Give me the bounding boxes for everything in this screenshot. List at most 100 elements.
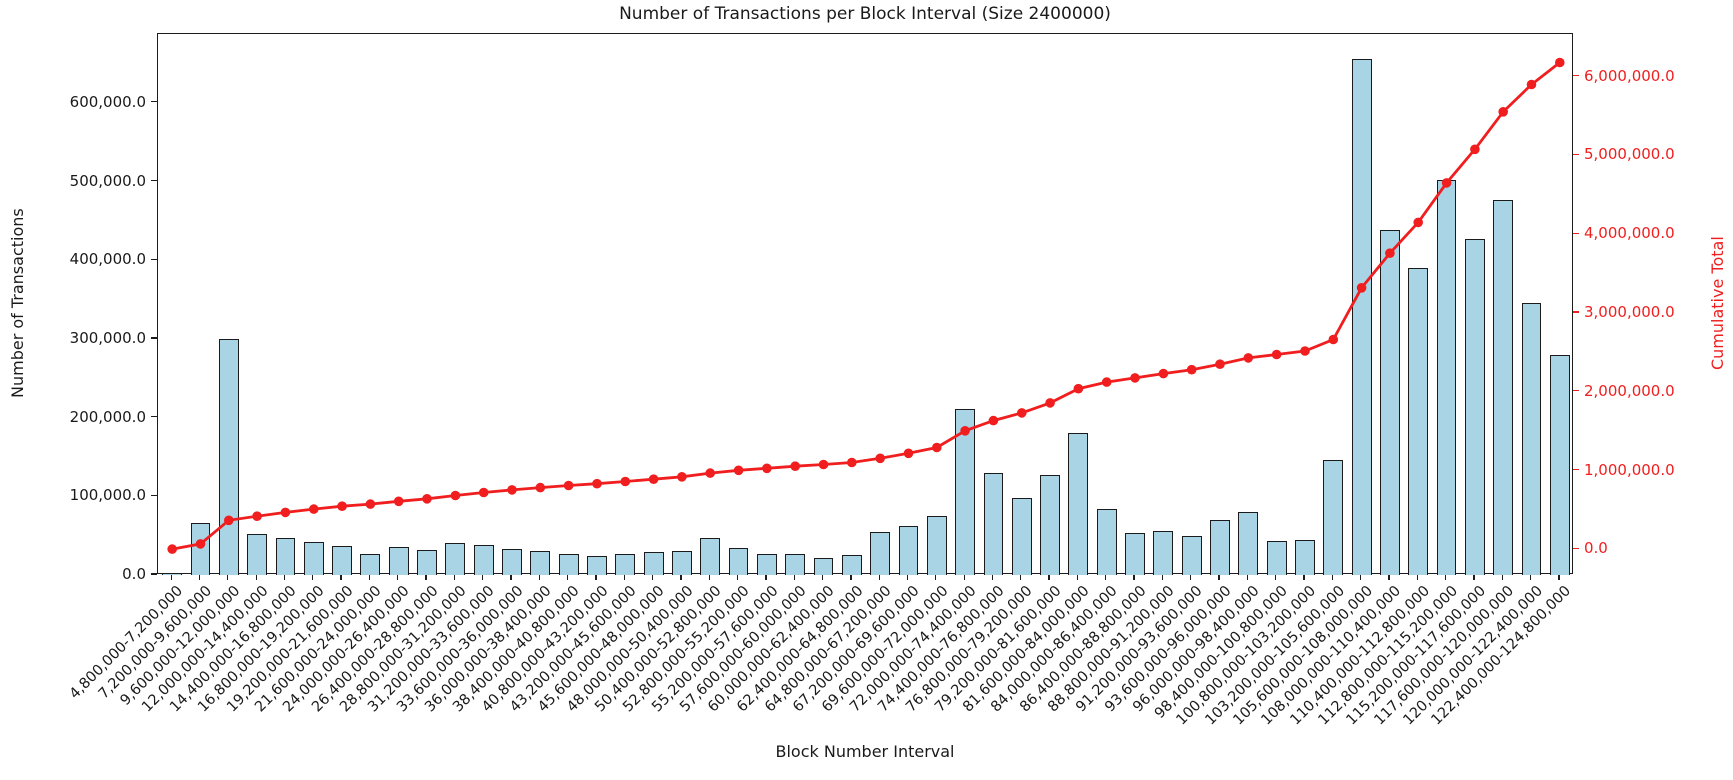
- x-tickmark: [963, 574, 965, 580]
- x-tickmark: [1048, 574, 1050, 580]
- x-tickmark: [1133, 574, 1135, 580]
- y-right-tick-label: 1,000,000.0: [1584, 460, 1675, 479]
- cumulative-point: [1526, 79, 1537, 90]
- y-right-tickmark: [1573, 311, 1579, 313]
- cumulative-point: [1300, 346, 1310, 356]
- cumulative-line: [171, 61, 1561, 551]
- cumulative-point: [252, 511, 262, 521]
- x-tickmark: [510, 574, 512, 580]
- cumulative-point: [535, 482, 546, 493]
- bar: [756, 554, 777, 575]
- cumulative-point: [422, 494, 432, 504]
- bar: [1210, 520, 1230, 575]
- x-tickmark: [765, 574, 767, 580]
- cumulative-point: [790, 461, 800, 472]
- cumulative-point: [1101, 377, 1112, 387]
- cumulative-point: [1441, 178, 1452, 188]
- x-tickmark: [1020, 574, 1022, 580]
- y-right-tickmark: [1573, 468, 1579, 471]
- y-right-tick-label: 5,000,000.0: [1584, 145, 1675, 164]
- cumulative-point: [1328, 334, 1339, 345]
- x-tickmark: [850, 574, 852, 580]
- bar: [898, 525, 919, 575]
- bar: [473, 545, 494, 575]
- x-tickmark: [255, 574, 257, 580]
- y-left-tick-label: 500,000.0: [69, 171, 146, 190]
- x-tickmark: [1529, 574, 1532, 580]
- bar: [785, 553, 806, 575]
- y-left-tick-label: 300,000.0: [69, 328, 146, 347]
- bar: [955, 408, 976, 575]
- bar: [190, 523, 211, 575]
- cumulative-point: [1243, 353, 1254, 363]
- cumulative-point: [1385, 248, 1395, 258]
- x-tickmark: [368, 574, 371, 580]
- y-right-tickmark: [1573, 547, 1579, 549]
- cumulative-point: [1413, 217, 1423, 228]
- bar: [813, 558, 834, 575]
- x-tickmark: [878, 574, 880, 580]
- cumulative-point: [620, 476, 631, 487]
- x-tickmark: [1105, 574, 1107, 580]
- x-tickmark: [1331, 574, 1333, 580]
- x-tickmark: [538, 574, 541, 580]
- cumulative-point: [1130, 373, 1140, 383]
- bar: [417, 549, 437, 575]
- x-tickmark: [623, 574, 625, 580]
- bar: [1295, 539, 1315, 575]
- x-tickmark: [1416, 574, 1418, 580]
- cumulative-point: [733, 465, 744, 476]
- y-right-tickmark: [1573, 390, 1579, 392]
- bar: [247, 533, 268, 575]
- x-tickmark: [1388, 574, 1390, 580]
- cumulative-point: [762, 463, 772, 474]
- cumulative-point: [592, 478, 602, 489]
- y-left-tickmark: [151, 179, 157, 182]
- bar: [530, 551, 551, 575]
- cumulative-point: [1555, 57, 1565, 68]
- bar: [728, 547, 749, 575]
- chart-title: Number of Transactions per Block Interva…: [619, 4, 1111, 24]
- cumulative-point: [1470, 144, 1480, 155]
- cumulative-point: [1186, 364, 1197, 375]
- x-tickmark: [680, 574, 682, 580]
- x-axis-title: Block Number Interval: [775, 742, 955, 761]
- y-right-tick-label: 4,000,000.0: [1584, 224, 1675, 243]
- x-tickmark: [170, 574, 172, 580]
- bar: [870, 532, 891, 575]
- x-tickmark: [1473, 574, 1475, 580]
- y-left-tickmark: [151, 494, 157, 496]
- bar: [1521, 303, 1542, 575]
- x-tickmark: [567, 574, 569, 580]
- cumulative-point: [1073, 383, 1084, 394]
- bar: [502, 549, 522, 575]
- cumulative-point: [450, 490, 461, 501]
- bar: [926, 516, 947, 575]
- x-tickmark: [595, 574, 597, 580]
- y-right-tick-label: 3,000,000.0: [1584, 302, 1675, 321]
- y-left-tick-label: 100,000.0: [69, 486, 146, 505]
- x-tickmark: [736, 574, 739, 580]
- bar: [1380, 229, 1400, 575]
- cumulative-point: [1498, 107, 1508, 117]
- bar: [162, 573, 183, 575]
- cumulative-point: [167, 544, 177, 554]
- x-tickmark: [652, 574, 654, 580]
- x-tickmark: [1558, 574, 1560, 580]
- cumulative-point: [309, 504, 319, 514]
- cumulative-point: [1356, 283, 1367, 293]
- y-right-tick-label: 0.0: [1584, 539, 1608, 558]
- cumulative-point: [677, 472, 687, 482]
- x-tickmark: [1076, 574, 1079, 580]
- bar: [332, 546, 352, 575]
- x-tickmark: [340, 574, 342, 580]
- cumulative-point: [280, 507, 291, 518]
- bar: [1040, 475, 1060, 575]
- bar: [445, 542, 466, 575]
- x-tickmark: [397, 574, 399, 580]
- cumulative-point: [365, 499, 376, 509]
- x-tickmark: [312, 574, 314, 580]
- cumulative-point: [875, 453, 885, 464]
- cumulative-point: [960, 426, 970, 436]
- y-right-tick-label: 6,000,000.0: [1584, 66, 1675, 85]
